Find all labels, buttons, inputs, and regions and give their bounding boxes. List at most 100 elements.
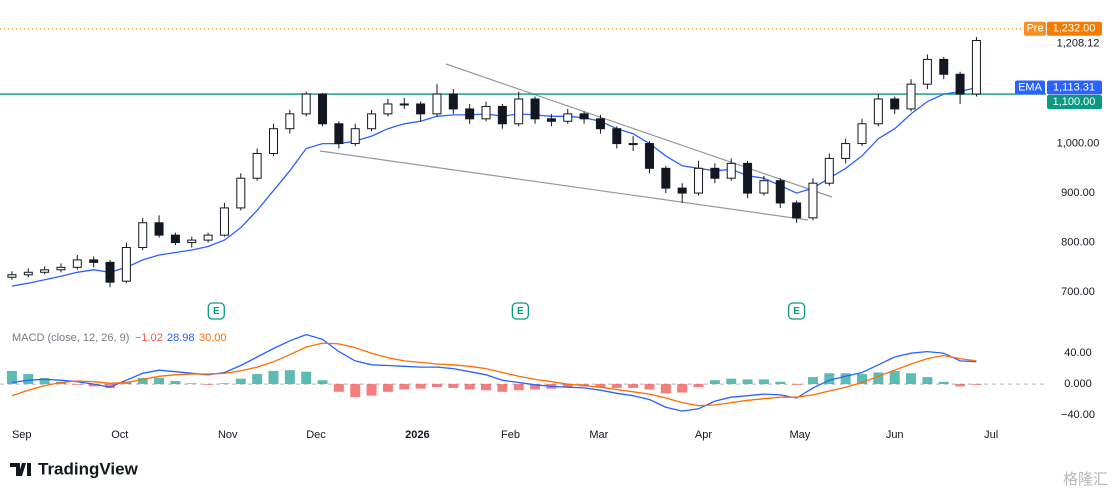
candle-body [383,103,393,115]
candle-body [154,222,164,236]
candle-body [775,180,785,204]
histogram-bar [301,371,312,385]
histogram-bar [284,370,295,385]
watermark: 格隆汇 [1063,471,1108,488]
x-tick-label: 2026 [405,429,429,441]
x-tick-label: Jun [886,429,904,441]
histogram-bar [170,380,181,385]
histogram-bar [873,372,884,385]
histogram-bar [333,384,344,392]
earnings-marker[interactable] [511,302,529,320]
histogram-bar [562,384,573,388]
histogram-bar [88,384,99,387]
candle-body [301,93,311,115]
indicator-line [11,333,977,412]
candle-body [7,274,17,278]
y-tick-label: 900.00 [1061,187,1095,199]
hline-price-box [1047,95,1102,110]
candle-body [350,128,360,145]
candle-body [285,113,295,130]
macd-value: 28.98 [167,332,195,344]
x-tick-label: Apr [695,429,712,441]
candle-body [546,118,556,122]
histogram-bar [513,384,524,391]
candle-body [23,271,33,276]
candle-body [922,58,932,85]
candle-body [824,157,834,184]
candle-body [187,239,197,244]
earnings-marker[interactable] [787,302,806,320]
ema-tag-label: EMA [1018,81,1043,93]
candle-body [105,261,115,283]
candle-body [318,93,328,125]
candle-body [268,128,278,154]
candle-body [236,177,246,209]
brand: TradingView [38,459,139,478]
y-tick-label: 40.00 [1064,347,1092,359]
candle-body [89,259,99,263]
candle-body [56,266,66,271]
candle-body [939,58,949,75]
histogram-bar [186,383,197,385]
histogram-bar [955,384,966,387]
candle-body [661,167,671,189]
histogram-bar [922,377,933,385]
histogram-bar [628,384,639,388]
candle-body [72,259,82,268]
indicator-line [11,342,977,407]
candle-body [252,152,262,179]
earnings-marker[interactable] [207,302,225,320]
histogram-bar [6,370,17,385]
candle-body [841,143,851,159]
histogram-bar [693,384,704,388]
x-tick-label: Sep [12,429,32,441]
histogram-bar [840,373,851,385]
pre-tag [1024,21,1046,36]
y-tick-label: −40.00 [1061,409,1095,421]
histogram-value: −1.02 [135,332,163,344]
histogram-bar [154,377,165,385]
histogram-bar [677,384,688,393]
histogram-bar [824,373,835,385]
histogram-bar [660,384,671,394]
histogram-bar [709,380,720,385]
histogram-bar [611,384,622,388]
histogram-bar [791,384,802,385]
candle-body [628,143,638,146]
candle-body [530,98,540,120]
hline-price-label: 1,100.00 [1053,96,1096,108]
histogram-bar [448,384,459,388]
candle-body [579,113,589,120]
x-tick-label: Oct [111,429,128,441]
histogram-bar [775,381,786,385]
histogram-bar [23,374,34,385]
candle-body [481,105,491,120]
x-tick-label: Jul [984,429,998,441]
candle-body [971,40,981,95]
histogram-bar [415,384,426,389]
candle-body [677,187,687,194]
candle-body [416,103,426,115]
histogram-bar [105,384,116,388]
candle-body [890,98,900,110]
candle-body [367,113,377,130]
last-price: 1,208.12 [1057,37,1100,49]
trend-line [445,63,833,198]
earnings-label: E [793,306,800,317]
candle-body [710,167,720,179]
histogram-bar [219,383,230,385]
x-tick-label: Feb [501,429,520,441]
histogram-bar [807,377,818,385]
candle-body [563,113,573,122]
y-tick-label: 1,000.00 [1057,137,1100,149]
pre-tag-label: Pre [1026,23,1043,35]
candle-body [808,182,818,219]
histogram-bar [39,377,50,385]
histogram-bar [366,384,377,396]
histogram-bar [235,378,246,385]
candle-body [497,105,507,125]
candle-body [170,234,180,244]
candle-body [399,103,409,106]
candle-body [906,83,916,110]
